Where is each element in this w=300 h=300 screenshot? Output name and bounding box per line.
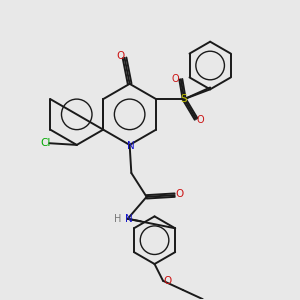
Text: S: S	[181, 94, 188, 104]
Text: N: N	[128, 141, 135, 151]
Text: O: O	[196, 115, 204, 124]
Text: O: O	[176, 190, 184, 200]
Text: H: H	[114, 214, 121, 224]
Text: O: O	[172, 74, 179, 84]
Text: O: O	[163, 276, 171, 286]
Text: O: O	[116, 51, 124, 61]
Text: Cl: Cl	[41, 138, 51, 148]
Text: N: N	[125, 214, 133, 224]
